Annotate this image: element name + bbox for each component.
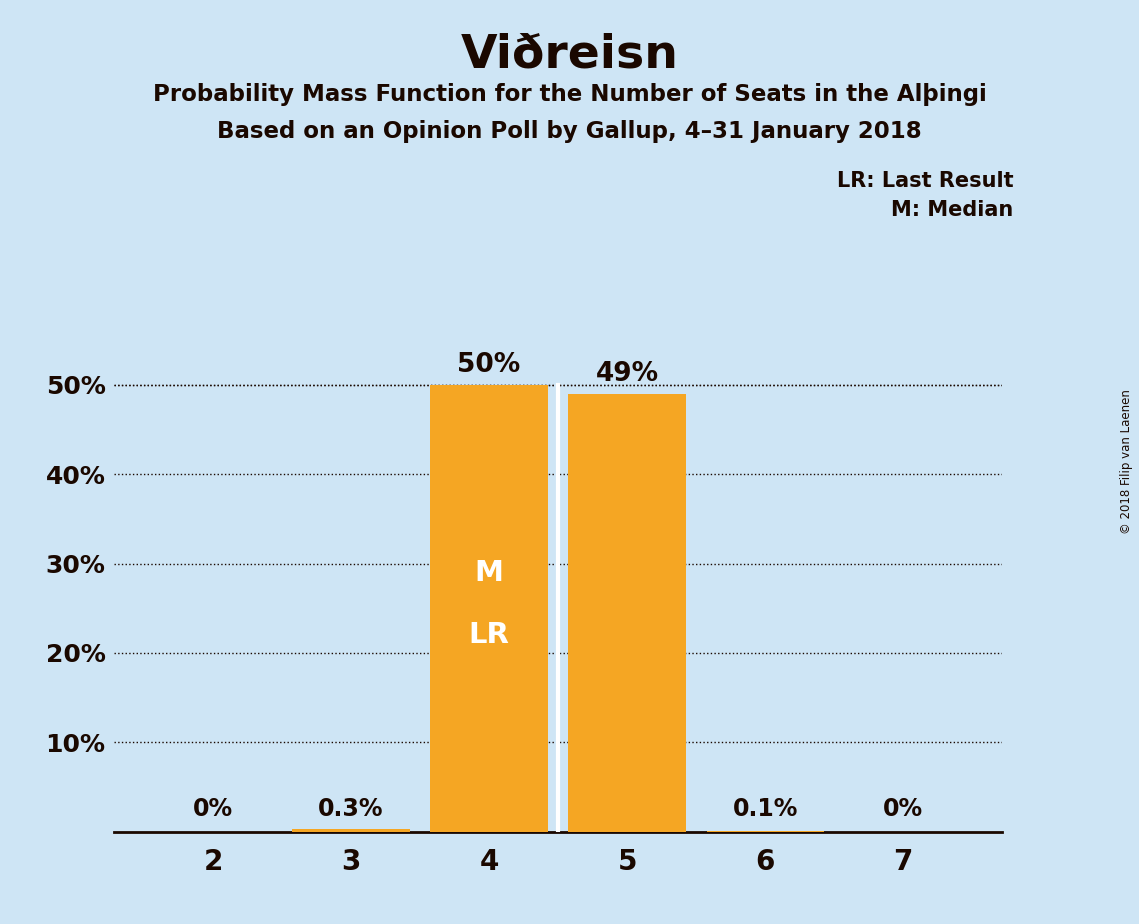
- Text: M: M: [475, 559, 503, 587]
- Bar: [568, 394, 686, 832]
- Bar: [431, 385, 548, 832]
- Text: Based on an Opinion Poll by Gallup, 4–31 January 2018: Based on an Opinion Poll by Gallup, 4–31…: [218, 120, 921, 143]
- Text: 0%: 0%: [883, 796, 924, 821]
- Text: 0.1%: 0.1%: [732, 796, 798, 821]
- Text: Probability Mass Function for the Number of Seats in the Alþingi: Probability Mass Function for the Number…: [153, 83, 986, 106]
- Text: LR: LR: [468, 621, 509, 649]
- Text: Viðreisn: Viðreisn: [460, 32, 679, 78]
- Bar: [293, 829, 410, 832]
- Text: 0%: 0%: [192, 796, 233, 821]
- Text: M: Median: M: Median: [892, 200, 1014, 220]
- Text: 50%: 50%: [458, 352, 521, 378]
- Text: 0.3%: 0.3%: [318, 796, 384, 821]
- Text: © 2018 Filip van Laenen: © 2018 Filip van Laenen: [1121, 390, 1133, 534]
- Text: LR: Last Result: LR: Last Result: [837, 171, 1014, 191]
- Text: 49%: 49%: [596, 360, 658, 387]
